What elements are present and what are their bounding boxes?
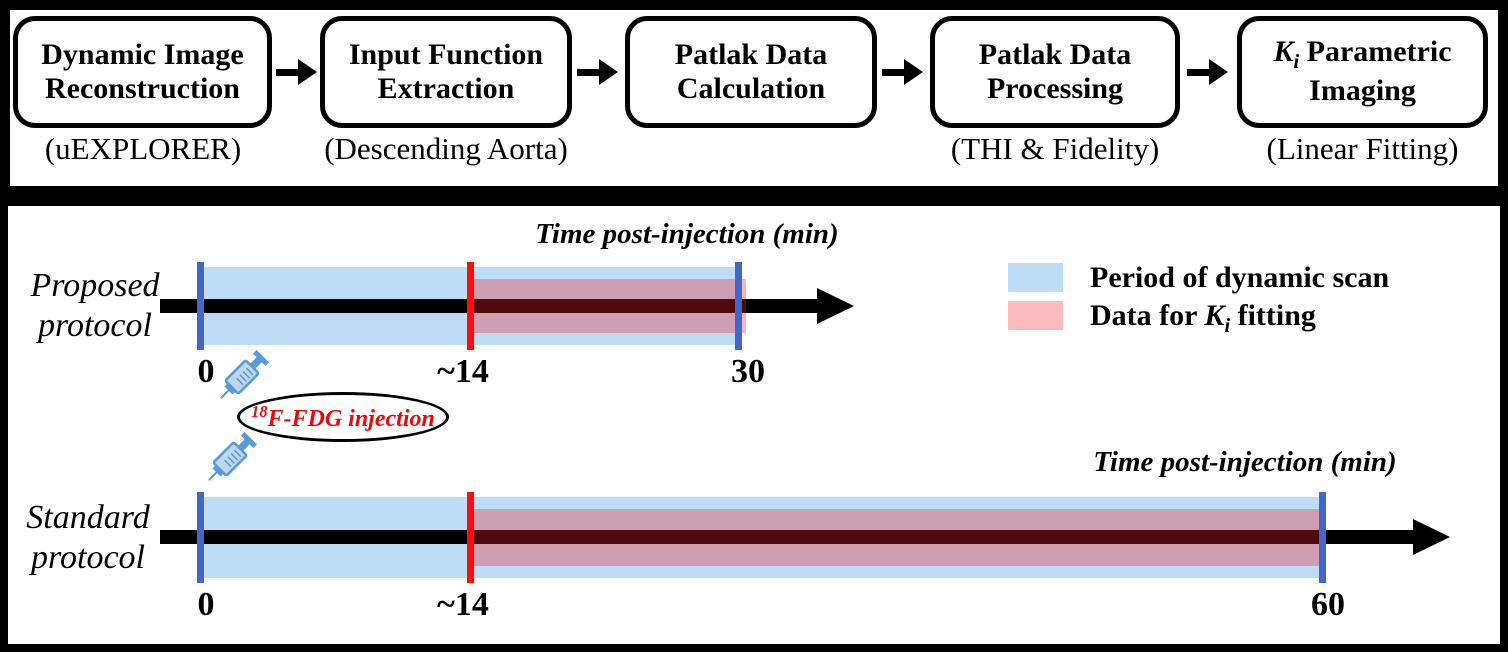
- flow-arrow-icon: [276, 69, 300, 76]
- legend-swatch-scan-period: [1008, 263, 1063, 292]
- standard-tick-label-60: 60: [1311, 586, 1345, 623]
- flow-step-title: Dynamic Image Reconstruction: [41, 37, 244, 106]
- flow-arrowhead-icon: [1209, 59, 1228, 85]
- standard-tick-end: [1319, 492, 1326, 583]
- standard-axis-arrowhead-icon: [1413, 519, 1450, 555]
- flow-step-title: Patlak Data Processing: [978, 37, 1132, 106]
- proposed-tick-start: [197, 262, 204, 350]
- proposed-tick-end: [735, 262, 742, 350]
- flow-step-title: Input Function Extraction: [348, 37, 544, 106]
- proposed-tick-label-30: 30: [731, 353, 765, 390]
- timeline-panel: Time post-injection (min) Proposed proto…: [0, 198, 1508, 652]
- standard-tick-start: [197, 492, 204, 583]
- syringe-icon: [220, 349, 270, 399]
- flow-step-caption: (Linear Fitting): [1266, 131, 1459, 166]
- proposed-tick-14min: [467, 262, 474, 350]
- flow-step-caption: (Descending Aorta): [324, 131, 568, 166]
- standard-protocol-label: Standard protocol: [26, 499, 150, 577]
- flow-arrow-icon: [882, 69, 906, 76]
- flow-arrow-icon: [1187, 69, 1211, 76]
- standard-tick-14min: [467, 492, 474, 583]
- standard-tick-label-14: ~14: [437, 586, 489, 623]
- syringe-icon: [208, 431, 258, 481]
- flow-arrow-icon: [577, 69, 601, 76]
- flow-arrowhead-icon: [904, 59, 923, 85]
- flow-arrowhead-icon: [599, 59, 618, 85]
- proposed-axis-arrowhead-icon: [817, 288, 854, 324]
- flow-arrowhead-icon: [298, 59, 317, 85]
- standard-tick-label-0: 0: [197, 586, 215, 623]
- flow-step-ki-parametric-imaging: Ki Parametric Imaging: [1237, 16, 1488, 128]
- flow-step-title: Ki Parametric Imaging: [1273, 35, 1452, 108]
- proposed-tick-label-0: 0: [197, 353, 215, 390]
- axis-title-proposed: Time post-injection (min): [535, 218, 839, 250]
- injection-label: 18F-FDG injection: [251, 401, 435, 432]
- legend-swatch-ki-fitting: [1008, 301, 1063, 330]
- flow-step-input-function-extraction: Input Function Extraction: [320, 16, 572, 128]
- flow-step-dynamic-image-reconstruction: Dynamic Image Reconstruction: [13, 16, 272, 128]
- flow-step-caption: (uEXPLORER): [44, 131, 242, 166]
- flowchart-panel: Dynamic Image Reconstruction (uEXPLORER) …: [0, 0, 1508, 196]
- proposed-protocol-label: Proposed protocol: [30, 267, 160, 345]
- flow-step-title: Patlak Data Calculation: [674, 37, 828, 106]
- axis-title-standard: Time post-injection (min): [1093, 446, 1397, 478]
- standard-ki-fitting-band: [470, 509, 1322, 566]
- proposed-ki-fitting-band: [470, 279, 746, 333]
- injection-callout: 18F-FDG injection: [237, 392, 449, 442]
- proposed-time-axis: [160, 299, 817, 313]
- legend-label-ki-fitting: Data for Ki fitting: [1090, 299, 1316, 337]
- flow-step-caption: (THI & Fidelity): [950, 131, 1160, 166]
- legend-label-scan-period: Period of dynamic scan: [1090, 261, 1390, 294]
- flow-step-patlak-data-processing: Patlak Data Processing: [930, 16, 1180, 128]
- flow-step-patlak-data-calculation: Patlak Data Calculation: [625, 16, 877, 128]
- proposed-tick-label-14: ~14: [437, 353, 489, 390]
